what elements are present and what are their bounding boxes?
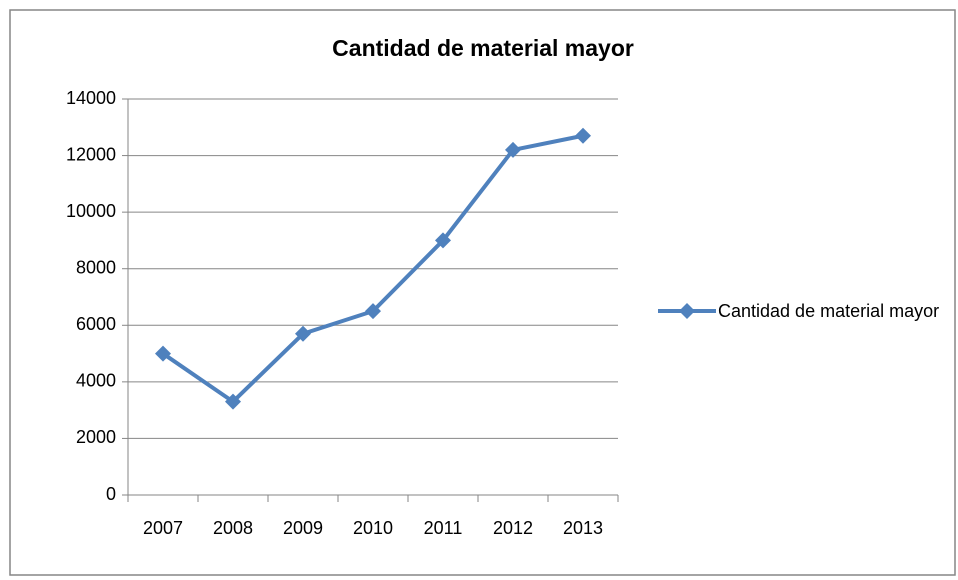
x-tick-label: 2013	[563, 518, 603, 538]
marker	[435, 232, 451, 249]
y-tick-label: 14000	[66, 88, 116, 108]
x-tick-label: 2012	[493, 518, 533, 538]
legend-label: Cantidad de material mayor	[718, 301, 940, 321]
x-tick-label: 2009	[283, 518, 323, 538]
marker	[365, 303, 381, 320]
x-tick-label: 2010	[353, 518, 393, 538]
y-tick-label: 8000	[76, 257, 116, 277]
x-tick-label: 2007	[143, 518, 183, 538]
marker	[575, 127, 591, 144]
chart-border	[9, 9, 956, 576]
y-tick-label: 4000	[76, 371, 116, 391]
marker	[295, 325, 311, 342]
marker	[505, 141, 521, 158]
y-tick-label: 12000	[66, 144, 116, 164]
y-tick-label: 10000	[66, 201, 116, 221]
legend-marker	[679, 303, 695, 319]
y-tick-label: 0	[106, 484, 116, 504]
y-tick-label: 6000	[76, 314, 116, 334]
marker	[225, 393, 241, 410]
chart-title: Cantidad de material mayor	[332, 35, 634, 61]
x-tick-label: 2008	[213, 518, 253, 538]
x-tick-label: 2011	[424, 518, 463, 538]
marker	[155, 345, 171, 362]
y-tick-label: 2000	[76, 427, 116, 447]
